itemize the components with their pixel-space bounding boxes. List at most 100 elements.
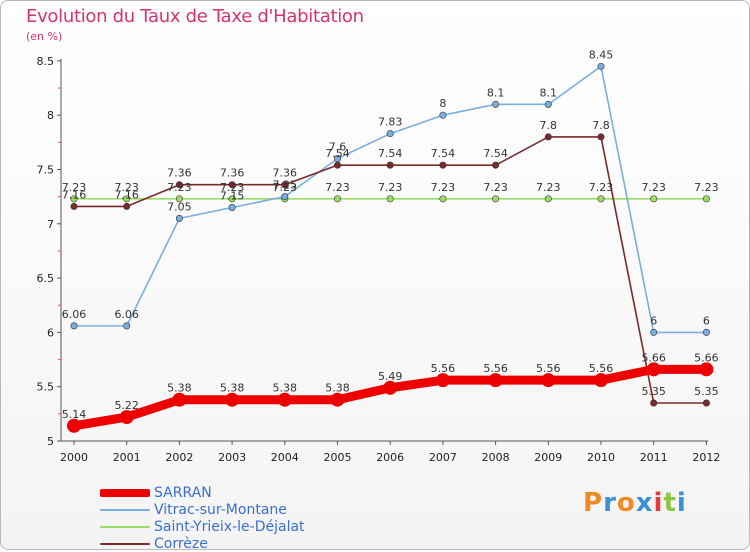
data-label: 7.23 bbox=[167, 181, 192, 194]
chart-title: Evolution du Taux de Taxe d'Habitation bbox=[26, 6, 364, 27]
logo-letter: i bbox=[676, 488, 687, 518]
data-point bbox=[333, 161, 341, 169]
data-label: 7.23 bbox=[694, 181, 719, 194]
data-point bbox=[383, 380, 398, 395]
data-point bbox=[650, 195, 658, 203]
legend-label-vitrac: Vitrac-sur-Montane bbox=[154, 501, 287, 518]
y-tick-label: 8.5 bbox=[37, 55, 55, 68]
data-label: 5.66 bbox=[641, 351, 666, 364]
logo-letter: i bbox=[653, 488, 664, 518]
logo-letter: t bbox=[663, 488, 677, 518]
data-point bbox=[172, 392, 187, 407]
data-point bbox=[67, 418, 81, 433]
data-point bbox=[541, 373, 556, 388]
data-label: 8.1 bbox=[540, 86, 558, 99]
data-point bbox=[175, 195, 183, 203]
x-tick-label: 2010 bbox=[587, 451, 615, 464]
legend-label-saint-yrieix: Saint-Yrieix-le-Déjalat bbox=[154, 518, 305, 535]
data-label: 5.56 bbox=[589, 362, 614, 375]
legend-item-vitrac: Vitrac-sur-Montane bbox=[100, 501, 305, 518]
data-point bbox=[544, 195, 552, 203]
data-label: 7.05 bbox=[167, 200, 192, 213]
data-point bbox=[544, 133, 552, 141]
legend-item-correze: Corrèze bbox=[100, 535, 305, 552]
data-label: 7.16 bbox=[62, 188, 87, 201]
data-label: 5.35 bbox=[641, 385, 666, 398]
data-point bbox=[386, 195, 394, 203]
x-tick-label: 2012 bbox=[692, 451, 720, 464]
data-label: 5.66 bbox=[694, 351, 719, 364]
data-point bbox=[646, 362, 661, 377]
data-label: 5.56 bbox=[431, 362, 456, 375]
data-label: 7.23 bbox=[220, 181, 245, 194]
data-point bbox=[225, 392, 240, 407]
data-label: 7.23 bbox=[641, 181, 666, 194]
data-point bbox=[70, 195, 78, 203]
data-point bbox=[650, 399, 658, 407]
x-tick-label: 2007 bbox=[429, 451, 457, 464]
y-tick-label: 5 bbox=[47, 435, 54, 448]
data-label: 7.23 bbox=[483, 181, 508, 194]
data-label: 6.06 bbox=[114, 308, 139, 321]
data-label: 5.38 bbox=[325, 382, 350, 395]
data-label: 7.54 bbox=[483, 147, 508, 160]
data-label: 7.8 bbox=[540, 119, 558, 132]
data-label: 7.23 bbox=[536, 181, 561, 194]
data-point bbox=[702, 399, 710, 407]
data-point bbox=[281, 193, 289, 201]
legend-label-correze: Corrèze bbox=[154, 535, 208, 552]
data-label: 8.45 bbox=[589, 48, 614, 61]
data-point bbox=[330, 392, 345, 407]
data-label: 7.23 bbox=[589, 181, 614, 194]
y-tick-label: 7 bbox=[47, 218, 54, 231]
data-label: 7.25 bbox=[273, 179, 298, 192]
data-point bbox=[439, 111, 447, 119]
chart-unit: (en %) bbox=[26, 30, 63, 43]
data-label: 7.36 bbox=[273, 167, 298, 180]
data-label: 5.56 bbox=[536, 362, 561, 375]
data-label: 7.23 bbox=[325, 181, 350, 194]
x-tick-label: 2008 bbox=[482, 451, 510, 464]
data-point bbox=[70, 322, 78, 330]
y-tick-label: 8 bbox=[47, 109, 54, 122]
data-label: 7.23 bbox=[273, 181, 298, 194]
data-point bbox=[702, 328, 710, 336]
data-point bbox=[544, 100, 552, 108]
data-point bbox=[175, 214, 183, 222]
data-label: 5.38 bbox=[220, 382, 245, 395]
x-tick-label: 2002 bbox=[165, 451, 193, 464]
x-tick-label: 2004 bbox=[271, 451, 299, 464]
data-point bbox=[702, 195, 710, 203]
data-point bbox=[597, 133, 605, 141]
data-label: 5.49 bbox=[378, 370, 403, 383]
data-label: 7.54 bbox=[325, 147, 350, 160]
data-point bbox=[492, 100, 500, 108]
logo-letter: r bbox=[603, 488, 617, 518]
logo-letter: P bbox=[583, 488, 604, 518]
data-point bbox=[699, 362, 714, 377]
data-point bbox=[228, 204, 236, 212]
data-point bbox=[492, 195, 500, 203]
data-label: 5.22 bbox=[114, 399, 139, 412]
x-tick-label: 2000 bbox=[60, 451, 88, 464]
data-point bbox=[492, 161, 500, 169]
y-tick-label: 6.5 bbox=[37, 272, 55, 285]
data-point bbox=[277, 392, 292, 407]
data-label: 6 bbox=[703, 314, 710, 327]
x-tick-label: 2003 bbox=[218, 451, 246, 464]
data-label: 8 bbox=[439, 97, 446, 110]
x-tick-label: 2009 bbox=[534, 451, 562, 464]
data-point bbox=[439, 195, 447, 203]
data-point bbox=[119, 410, 134, 425]
data-label: 7.83 bbox=[378, 116, 403, 129]
data-point bbox=[228, 195, 236, 203]
data-label: 5.35 bbox=[694, 385, 719, 398]
data-label: 7.23 bbox=[62, 181, 87, 194]
data-point bbox=[386, 130, 394, 138]
data-label: 8.1 bbox=[487, 86, 505, 99]
x-tick-label: 2001 bbox=[113, 451, 141, 464]
data-label: 7.54 bbox=[378, 147, 403, 160]
legend: SARRAN Vitrac-sur-Montane Saint-Yrieix-l… bbox=[100, 484, 305, 552]
